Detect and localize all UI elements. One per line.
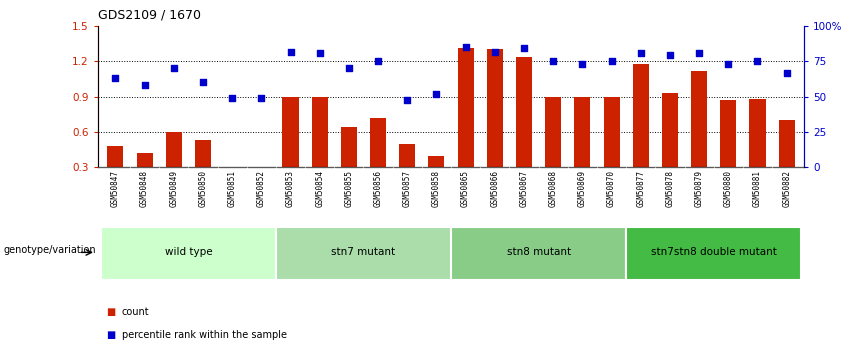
Bar <box>720 100 736 167</box>
Point <box>488 49 501 55</box>
Bar <box>311 97 328 167</box>
Bar <box>136 153 152 167</box>
Bar <box>750 99 766 167</box>
Bar <box>166 132 182 167</box>
Text: GSM50866: GSM50866 <box>490 170 500 207</box>
Text: GSM50880: GSM50880 <box>724 170 733 207</box>
Text: GSM50847: GSM50847 <box>111 170 120 207</box>
Bar <box>107 146 123 167</box>
Text: GSM50877: GSM50877 <box>637 170 645 207</box>
Text: GSM50858: GSM50858 <box>432 170 441 207</box>
Bar <box>545 97 561 167</box>
Bar <box>451 227 626 280</box>
Point <box>634 50 648 56</box>
Bar <box>370 118 386 167</box>
Point <box>722 61 735 66</box>
Point <box>430 91 443 97</box>
Point <box>575 61 589 66</box>
Point <box>283 49 297 55</box>
Bar <box>633 63 648 167</box>
Text: wild type: wild type <box>164 247 212 257</box>
Text: GSM50853: GSM50853 <box>286 170 295 207</box>
Point <box>371 58 385 64</box>
Text: GSM50856: GSM50856 <box>374 170 383 207</box>
Point <box>254 95 268 100</box>
Bar <box>399 144 415 167</box>
Text: percentile rank within the sample: percentile rank within the sample <box>122 330 287 339</box>
Point <box>342 66 356 71</box>
Bar <box>100 227 276 280</box>
Text: GSM50852: GSM50852 <box>257 170 266 207</box>
Bar <box>341 127 357 167</box>
Text: GSM50878: GSM50878 <box>665 170 675 207</box>
Bar <box>458 48 474 167</box>
Bar <box>283 97 299 167</box>
Bar <box>662 93 678 167</box>
Bar <box>516 57 532 167</box>
Text: GDS2109 / 1670: GDS2109 / 1670 <box>98 9 201 22</box>
Text: stn8 mutant: stn8 mutant <box>506 247 571 257</box>
Bar <box>779 120 795 167</box>
Bar <box>574 97 591 167</box>
Text: GSM50848: GSM50848 <box>140 170 149 207</box>
Point <box>109 75 123 80</box>
Text: GSM50879: GSM50879 <box>694 170 704 207</box>
Bar <box>487 49 503 167</box>
Text: GSM50869: GSM50869 <box>578 170 587 207</box>
Bar <box>428 156 444 167</box>
Point <box>693 50 706 56</box>
Text: GSM50881: GSM50881 <box>753 170 762 207</box>
Text: GSM50882: GSM50882 <box>782 170 791 207</box>
Point <box>167 66 180 71</box>
Point <box>663 52 677 58</box>
Bar <box>603 97 620 167</box>
Text: GSM50867: GSM50867 <box>519 170 528 207</box>
Bar <box>195 140 211 167</box>
Text: ■: ■ <box>106 307 116 317</box>
Point <box>401 97 414 103</box>
Text: GSM50868: GSM50868 <box>549 170 557 207</box>
Text: stn7stn8 double mutant: stn7stn8 double mutant <box>651 247 777 257</box>
Text: count: count <box>122 307 149 317</box>
Point <box>780 70 793 76</box>
Point <box>546 58 560 64</box>
Point <box>605 58 619 64</box>
Point <box>313 50 327 56</box>
Text: GSM50855: GSM50855 <box>345 170 353 207</box>
Text: GSM50851: GSM50851 <box>227 170 237 207</box>
Point <box>459 44 472 50</box>
Text: ■: ■ <box>106 330 116 339</box>
Point <box>226 95 239 100</box>
Text: genotype/variation: genotype/variation <box>3 245 96 255</box>
Text: GSM50850: GSM50850 <box>198 170 208 207</box>
Text: stn7 mutant: stn7 mutant <box>331 247 396 257</box>
Text: GSM50857: GSM50857 <box>403 170 412 207</box>
Point <box>517 46 531 51</box>
Text: GSM50870: GSM50870 <box>607 170 616 207</box>
Point <box>751 58 764 64</box>
Bar <box>276 227 451 280</box>
Text: GSM50865: GSM50865 <box>461 170 470 207</box>
Point <box>196 80 209 85</box>
Point <box>138 82 151 88</box>
Bar <box>626 227 802 280</box>
Bar <box>691 71 707 167</box>
Text: GSM50854: GSM50854 <box>315 170 324 207</box>
Text: GSM50849: GSM50849 <box>169 170 178 207</box>
